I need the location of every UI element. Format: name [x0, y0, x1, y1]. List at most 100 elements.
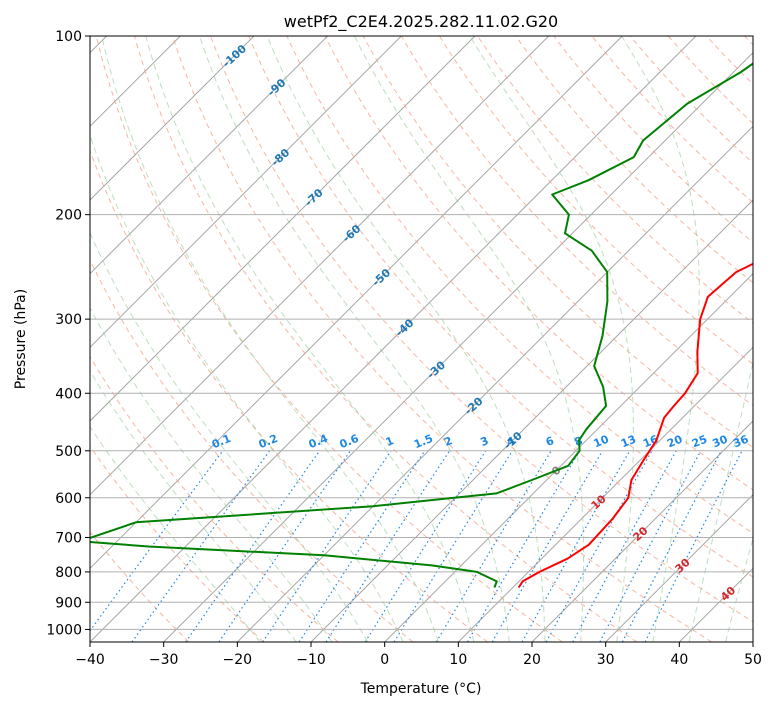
dry-adiabat-line — [438, 36, 753, 365]
y-tick-label: 300 — [55, 312, 82, 328]
moist-adiabat-line — [199, 36, 510, 642]
moist-adiabat-line — [354, 36, 584, 642]
dry-adiabat-line — [133, 36, 638, 642]
isotherm-line — [90, 36, 402, 349]
mixing-ratio-label: 13 — [619, 433, 638, 451]
dry-adiabat-line — [90, 531, 190, 642]
y-tick-label: 800 — [55, 565, 82, 581]
dry-adiabat-line — [210, 36, 753, 623]
dry-adiabat-line — [286, 36, 753, 534]
isotherm-line — [90, 36, 550, 496]
moist-adiabat-line — [101, 36, 439, 642]
x-axis-label: Temperature (°C) — [360, 681, 482, 697]
x-tick-label: 30 — [597, 652, 615, 668]
moist-adiabat-line — [469, 36, 634, 642]
x-tick-label: 40 — [670, 652, 688, 668]
moist-adiabat-line — [90, 231, 369, 642]
mixing-ratio-line — [393, 450, 513, 642]
mixing-ratio-line — [435, 450, 552, 642]
x-axis-ticks: −40 −30 −20 −10 0 10 20 30 40 50 — [75, 642, 762, 668]
moist-adiabat-line — [90, 425, 261, 642]
dry-adiabat-line — [90, 355, 339, 642]
moist-adiabat-line — [145, 36, 475, 642]
moist-adiabat-line — [688, 360, 753, 642]
isotherm-line — [678, 567, 753, 642]
isotherm-line — [90, 36, 255, 201]
dry-adiabat-line — [705, 36, 753, 85]
mixing-ratio-label: 16 — [641, 433, 660, 451]
y-tick-label: 500 — [55, 444, 82, 460]
mixing-ratio-label: 25 — [690, 433, 709, 451]
x-tick-label: −10 — [296, 652, 326, 668]
mixing-ratio-line — [599, 450, 702, 642]
isotherm-label: -100 — [220, 42, 249, 70]
y-axis-label: Pressure (hPa) — [13, 289, 29, 389]
x-tick-label: 20 — [523, 652, 541, 668]
mixing-ratio-line — [644, 450, 743, 642]
dry-adiabat-line — [553, 36, 753, 244]
plot-frame — [89, 35, 754, 643]
isotherm-line — [752, 641, 753, 642]
isotherm-line — [384, 272, 753, 642]
background-lines — [90, 36, 753, 642]
moist-adiabat-line — [621, 36, 700, 642]
x-tick-label: −20 — [223, 652, 253, 668]
isotherm-line — [90, 36, 329, 275]
mixing-ratio-line — [298, 450, 426, 642]
dry-adiabat-line — [400, 36, 753, 407]
moist-adiabat-line — [266, 36, 546, 642]
dry-adiabat-line — [591, 36, 753, 204]
moist-adiabat-line — [90, 306, 333, 642]
isotherm-line — [605, 493, 753, 642]
isotherm-line — [90, 36, 623, 570]
x-tick-label: −30 — [149, 652, 179, 668]
y-tick-label: 1000 — [46, 622, 82, 638]
isotherm-line — [90, 36, 697, 642]
dewpoint-profile — [90, 62, 753, 588]
dry-adiabat-line — [90, 149, 488, 642]
isotherm-line — [457, 346, 753, 642]
x-tick-label: 0 — [380, 652, 389, 668]
dry-adiabat-line — [744, 36, 753, 46]
x-tick-label: 10 — [449, 652, 467, 668]
mixing-ratio-label: 30 — [711, 433, 730, 451]
y-axis-ticks: 1000 900 800 700 600 500 400 300 200 100 — [46, 29, 90, 638]
moist-adiabat-line — [90, 370, 297, 642]
mixing-ratio-line — [218, 450, 351, 642]
sounding-profiles — [90, 62, 753, 589]
mixing-ratio-label: 36 — [731, 433, 750, 451]
mixing-ratio-line — [364, 450, 487, 642]
mixing-ratio-label: 0.4 — [307, 432, 330, 451]
moist-adiabat-line — [725, 536, 753, 642]
y-tick-label: 200 — [55, 208, 82, 224]
x-tick-label: −40 — [75, 652, 105, 668]
dry-adiabat-line — [248, 36, 753, 578]
temperature-profile — [517, 262, 753, 589]
mixing-ratio-line — [262, 450, 392, 642]
y-tick-label: 900 — [55, 595, 82, 611]
mixing-ratio-label: 0.1 — [210, 432, 233, 451]
mixing-ratio-line — [572, 450, 677, 642]
mixing-ratio-line — [185, 450, 321, 642]
mixing-ratio-label: 1 — [384, 434, 396, 449]
isotherm-line — [163, 51, 753, 642]
chart-title: wetPf2_C2E4.2025.282.11.02.G20 — [284, 12, 558, 32]
mixing-ratio-label: 2 — [442, 434, 454, 449]
dry-adiabat-line — [515, 36, 753, 284]
dry-adiabat-line — [667, 36, 753, 125]
y-tick-label: 100 — [55, 29, 82, 45]
mixing-ratio-label: 20 — [665, 433, 684, 451]
dry-adiabat-line — [95, 36, 563, 642]
mixing-ratio-line — [325, 450, 451, 642]
y-tick-label: 400 — [55, 386, 82, 402]
isotherm-line — [236, 125, 753, 642]
pressure-grid — [90, 36, 753, 630]
mixing-ratio-label: 3 — [478, 434, 490, 449]
mixing-ratio-line — [466, 450, 581, 642]
y-tick-label: 700 — [55, 531, 82, 547]
dry-adiabat-line — [90, 259, 414, 642]
isotherm-line — [310, 199, 753, 642]
mixing-ratio-label: 10 — [592, 433, 611, 451]
isotherm-line — [90, 36, 476, 422]
